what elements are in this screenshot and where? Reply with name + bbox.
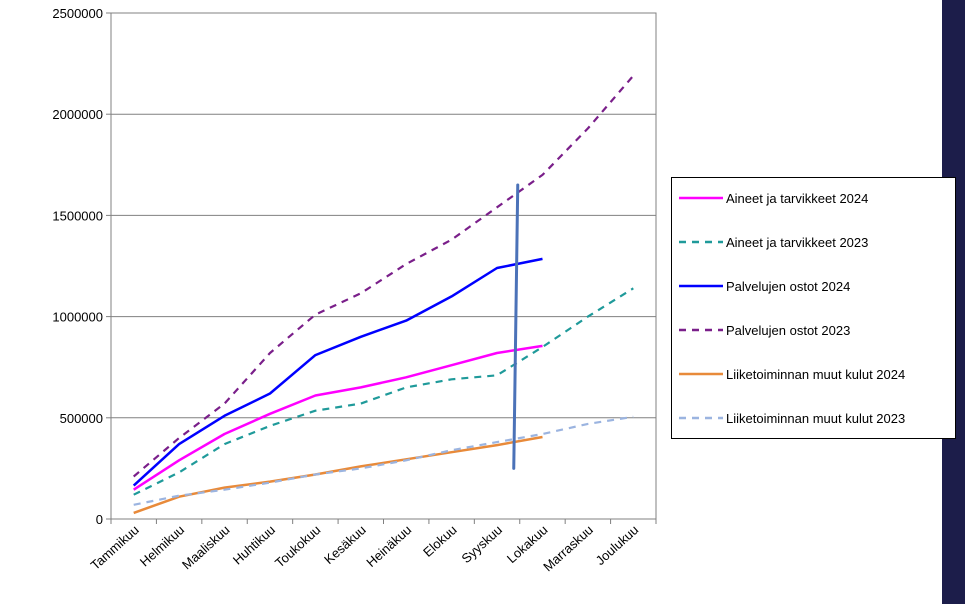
x-tick-label: Tammikuu bbox=[88, 522, 142, 573]
legend-item: Aineet ja tarvikkeet 2023 bbox=[678, 231, 868, 253]
y-tick-label: 500000 bbox=[60, 411, 103, 426]
legend-label: Aineet ja tarvikkeet 2024 bbox=[726, 190, 869, 206]
x-tick-label: Toukokuu bbox=[272, 522, 323, 570]
legend-swatch bbox=[679, 372, 723, 376]
legend-label: Palvelujen ostot 2023 bbox=[726, 322, 851, 338]
series-line bbox=[133, 415, 634, 506]
x-tick-label: Joulukuu bbox=[593, 522, 642, 568]
legend: Aineet ja tarvikkeet 2024 Aineet ja tarvi… bbox=[671, 177, 956, 439]
grid-lines bbox=[111, 113, 656, 419]
series-line bbox=[132, 74, 635, 478]
legend-label: Aineet ja tarvikkeet 2023 bbox=[726, 234, 869, 250]
legend-item: Palvelujen ostot 2024 bbox=[678, 275, 850, 297]
y-tick-label: 1000000 bbox=[52, 310, 103, 325]
series-line bbox=[132, 257, 543, 487]
legend-item: Palvelujen ostot 2023 bbox=[678, 319, 850, 341]
x-axis: TammikuuHelmikuuMaaliskuuHuhtikuuToukoku… bbox=[88, 519, 657, 574]
legend-swatch bbox=[679, 416, 723, 420]
legend-swatch bbox=[679, 284, 723, 288]
legend-swatch bbox=[679, 196, 723, 200]
x-tick-label: Syyskuu bbox=[458, 522, 505, 566]
legend-item: Liiketoiminnan muut kulut 2023 bbox=[678, 407, 905, 429]
legend-swatch bbox=[679, 240, 723, 244]
y-tick-label: 2500000 bbox=[52, 6, 103, 21]
series-line bbox=[133, 435, 543, 515]
series-lines bbox=[132, 74, 635, 515]
series-line bbox=[133, 287, 634, 496]
legend-item: Liiketoiminnan muut kulut 2024 bbox=[678, 363, 905, 385]
x-tick-label: Heinäkuu bbox=[363, 522, 414, 570]
y-tick-label: 2000000 bbox=[52, 107, 103, 122]
legend-swatch bbox=[679, 328, 723, 332]
x-tick-label: Maaliskuu bbox=[179, 522, 233, 572]
legend-label: Liiketoiminnan muut kulut 2023 bbox=[726, 410, 906, 426]
x-tick-label: Elokuu bbox=[420, 522, 460, 560]
legend-label: Liiketoiminnan muut kulut 2024 bbox=[726, 366, 906, 382]
x-tick-label: Marraskuu bbox=[540, 522, 596, 574]
annotation bbox=[512, 183, 520, 470]
y-tick-label: 0 bbox=[96, 512, 103, 527]
legend-label: Palvelujen ostot 2024 bbox=[726, 278, 851, 294]
x-tick-label: Huhtikuu bbox=[230, 522, 278, 567]
y-tick-label: 1500000 bbox=[52, 208, 103, 223]
y-axis: 0 500000 1000000 1500000 2000000 2500000 bbox=[52, 6, 111, 527]
legend-item: Aineet ja tarvikkeet 2024 bbox=[678, 187, 868, 209]
series-line bbox=[133, 344, 543, 491]
plot-area bbox=[110, 12, 657, 520]
x-tick-label: Kesäkuu bbox=[321, 522, 369, 567]
annotation-line bbox=[512, 183, 520, 470]
